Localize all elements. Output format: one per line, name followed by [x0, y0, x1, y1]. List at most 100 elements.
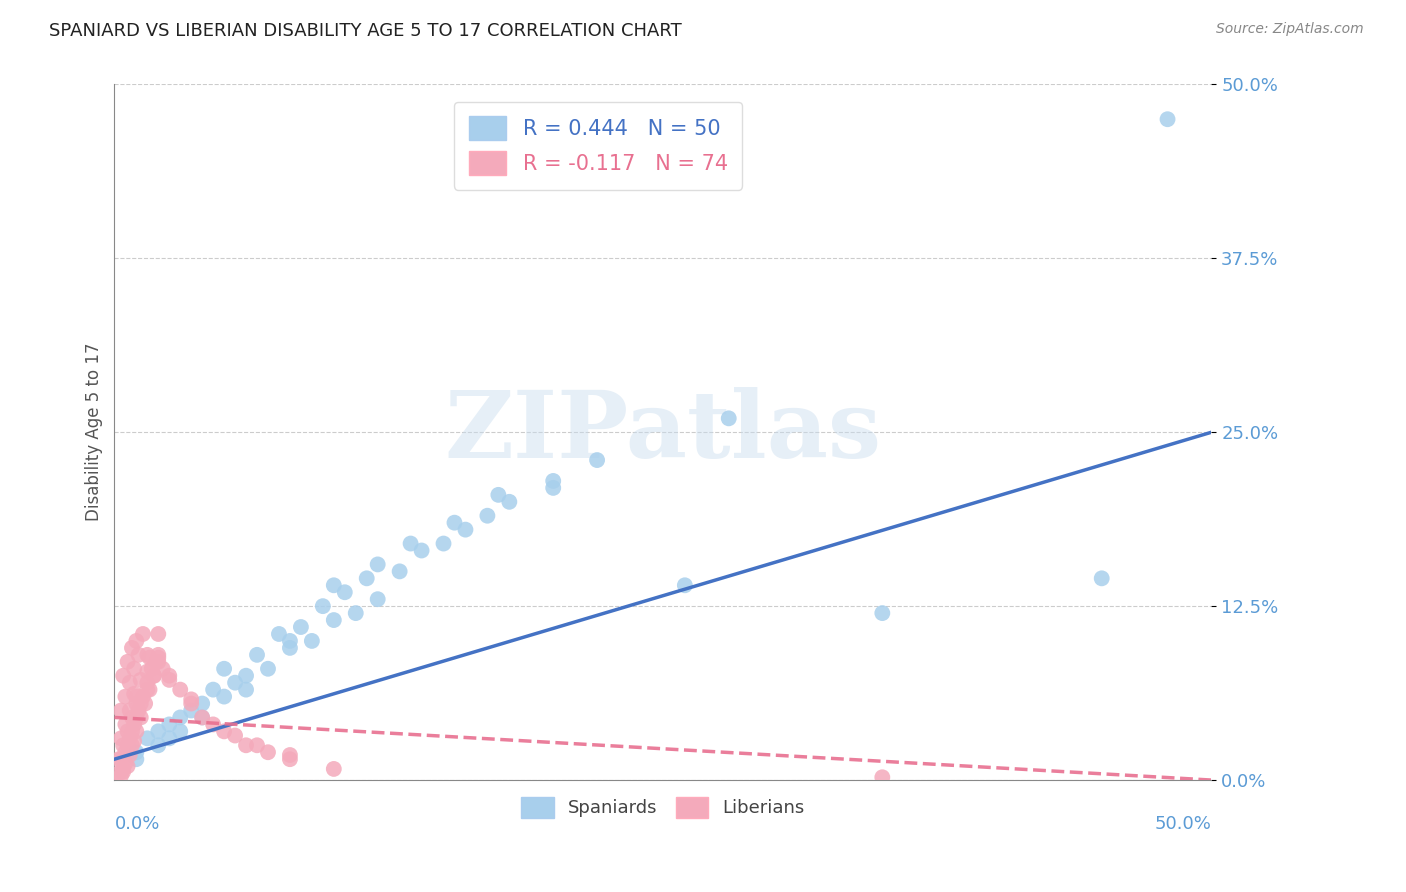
Point: [322, 762, 344, 776]
Point: [136, 665, 159, 679]
Point: [322, 578, 344, 592]
Point: [136, 731, 159, 746]
Point: [125, 724, 148, 739]
Point: [344, 606, 367, 620]
Point: [212, 690, 235, 704]
Point: [356, 571, 378, 585]
Point: [112, 669, 135, 683]
Point: [1156, 112, 1178, 127]
Point: [122, 662, 145, 676]
Point: [138, 682, 160, 697]
Point: [117, 655, 139, 669]
Point: [180, 692, 202, 706]
Point: [118, 704, 141, 718]
Point: [118, 731, 141, 746]
Point: [148, 627, 170, 641]
Point: [235, 739, 257, 753]
Point: [110, 731, 132, 746]
Point: [117, 759, 139, 773]
Point: [498, 495, 520, 509]
Point: [486, 488, 509, 502]
Point: [110, 704, 132, 718]
Point: [257, 662, 280, 676]
Point: [235, 682, 257, 697]
Point: [541, 481, 564, 495]
Point: [432, 536, 454, 550]
Point: [235, 669, 257, 683]
Point: [112, 764, 135, 779]
Point: [132, 627, 155, 641]
Point: [224, 675, 246, 690]
Point: [278, 640, 301, 655]
Point: [114, 745, 136, 759]
Point: [169, 724, 191, 739]
Point: [148, 724, 170, 739]
Point: [121, 724, 143, 739]
Point: [138, 650, 160, 665]
Point: [125, 690, 148, 704]
Point: [246, 648, 269, 662]
Point: [136, 675, 159, 690]
Point: [541, 474, 564, 488]
Point: [136, 682, 159, 697]
Legend: Spaniards, Liberians: Spaniards, Liberians: [512, 788, 814, 827]
Point: [142, 669, 165, 683]
Point: [169, 710, 191, 724]
Point: [118, 747, 141, 762]
Point: [278, 747, 301, 762]
Point: [322, 613, 344, 627]
Point: [367, 592, 389, 607]
Point: [125, 745, 148, 759]
Point: [117, 724, 139, 739]
Point: [443, 516, 465, 530]
Point: [152, 662, 174, 676]
Point: [121, 710, 143, 724]
Point: [191, 710, 214, 724]
Point: [145, 655, 167, 669]
Point: [411, 543, 433, 558]
Y-axis label: Disability Age 5 to 17: Disability Age 5 to 17: [86, 343, 103, 522]
Point: [121, 640, 143, 655]
Text: SPANIARD VS LIBERIAN DISABILITY AGE 5 TO 17 CORRELATION CHART: SPANIARD VS LIBERIAN DISABILITY AGE 5 TO…: [49, 22, 682, 40]
Point: [117, 739, 139, 753]
Point: [367, 558, 389, 572]
Point: [128, 648, 150, 662]
Point: [290, 620, 312, 634]
Point: [110, 769, 132, 783]
Point: [278, 752, 301, 766]
Point: [132, 690, 155, 704]
Point: [180, 704, 202, 718]
Point: [872, 606, 894, 620]
Text: 50.0%: 50.0%: [1154, 814, 1212, 833]
Point: [388, 565, 411, 579]
Point: [212, 724, 235, 739]
Point: [157, 673, 180, 687]
Point: [1091, 571, 1114, 585]
Point: [180, 697, 202, 711]
Point: [157, 731, 180, 746]
Point: [157, 669, 180, 683]
Point: [157, 717, 180, 731]
Point: [125, 697, 148, 711]
Point: [122, 717, 145, 731]
Point: [107, 766, 129, 780]
Point: [399, 536, 422, 550]
Point: [169, 682, 191, 697]
Point: [141, 662, 163, 676]
Point: [872, 770, 894, 784]
Point: [191, 710, 214, 724]
Point: [129, 673, 152, 687]
Point: [191, 697, 214, 711]
Point: [586, 453, 609, 467]
Point: [125, 752, 148, 766]
Point: [128, 704, 150, 718]
Point: [148, 739, 170, 753]
Point: [202, 717, 225, 731]
Point: [122, 687, 145, 701]
Point: [114, 690, 136, 704]
Point: [134, 697, 156, 711]
Point: [224, 729, 246, 743]
Point: [301, 634, 323, 648]
Point: [129, 697, 152, 711]
Point: [125, 634, 148, 648]
